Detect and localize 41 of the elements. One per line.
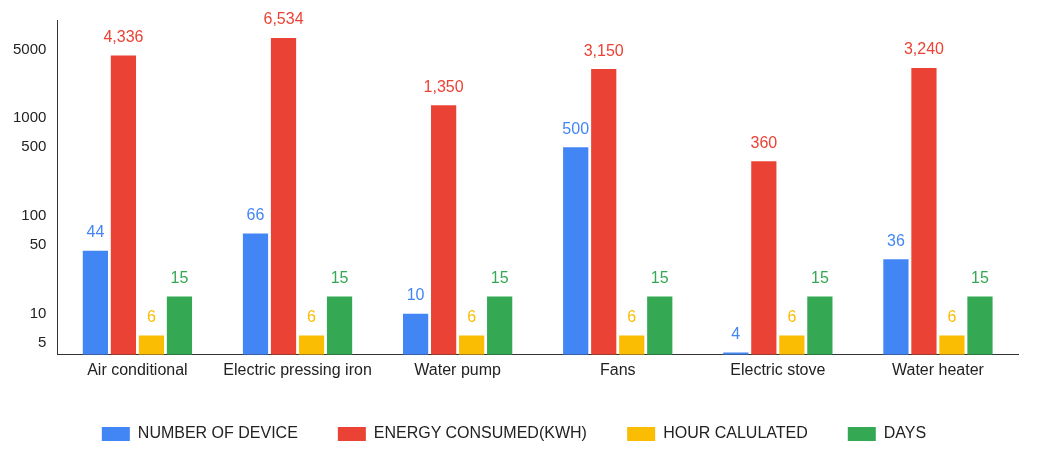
x-tick-label: Electric pressing iron [223,360,372,378]
x-tick-label: Air conditional [87,360,188,378]
data-label: 10 [406,286,425,304]
data-label: 4,336 [103,27,144,45]
legend-label: NUMBER OF DEVICE [137,424,298,442]
x-tick-label: Water pump [414,360,502,378]
data-label: 15 [330,268,349,286]
legend-label: ENERGY CONSUMED(KWH) [373,424,587,442]
data-label: 360 [750,133,778,151]
data-label: 3,150 [583,41,624,59]
data-label: 15 [490,268,509,286]
data-label: 500 [562,119,590,137]
legend-label: HOUR CALULATED [663,424,808,442]
data-label: 6 [787,307,797,325]
data-label: 6 [467,307,477,325]
data-label: 6 [307,307,317,325]
x-tick-label: Fans [599,360,636,378]
legend-label: DAYS [883,424,927,442]
data-label: 1,350 [423,77,464,95]
y-tick-label: 5 [38,333,47,351]
data-label: 15 [170,268,189,286]
data-label: 6 [146,307,156,325]
data-label: 3,240 [903,40,945,58]
data-label: 4 [731,325,741,343]
data-label: 44 [86,223,105,241]
data-label: 15 [971,268,989,286]
y-tick-label: 1000 [12,108,47,126]
data-label: 6 [947,307,957,325]
x-tick-label: Water heater [892,360,985,378]
y-tick-label: 5000 [12,39,47,57]
y-tick-label: 500 [21,137,47,155]
data-label: 15 [810,268,829,286]
data-label: 15 [650,268,669,286]
data-label: 6 [627,307,637,325]
y-tick-label: 100 [21,205,47,223]
y-tick-label: 50 [29,235,47,253]
x-tick-label: Electric stove [730,360,826,378]
data-label: 36 [887,231,905,249]
data-label: 6,534 [263,10,304,28]
y-tick-label: 10 [29,303,47,321]
data-label: 66 [246,205,265,223]
